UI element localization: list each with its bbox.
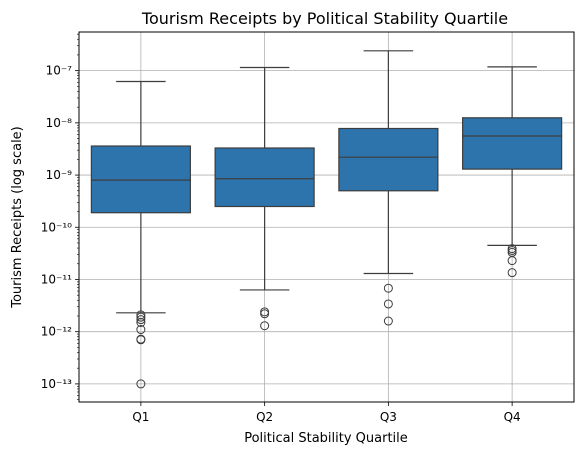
outlier-point bbox=[507, 256, 517, 266]
y-tick-label: 10⁻⁷ bbox=[46, 64, 73, 78]
outlier-point bbox=[136, 315, 146, 325]
y-tick-label: 10⁻⁹ bbox=[46, 168, 73, 182]
outlier-point bbox=[383, 316, 393, 326]
y-axis-ticks: 10⁻¹³ 10⁻¹² 10⁻¹¹ 10⁻¹⁰ 10⁻⁹ 10⁻⁸ 10⁻⁷ bbox=[41, 33, 79, 400]
box-q3 bbox=[338, 50, 439, 326]
box-q1 bbox=[90, 80, 191, 389]
y-axis-label: Tourism Receipts (log scale) bbox=[10, 126, 25, 309]
chart-title: Tourism Receipts by Political Stability … bbox=[141, 9, 508, 28]
y-tick-label: 10⁻¹⁰ bbox=[41, 220, 72, 234]
outlier-point bbox=[136, 335, 146, 345]
y-tick-label: 10⁻¹³ bbox=[41, 377, 72, 391]
outlier-point bbox=[136, 325, 146, 335]
iqr-box bbox=[338, 127, 439, 192]
outlier-point bbox=[136, 312, 146, 322]
x-tick-label: Q2 bbox=[256, 410, 273, 424]
iqr-box bbox=[462, 117, 563, 170]
outlier-point bbox=[383, 283, 393, 293]
grid bbox=[79, 32, 574, 402]
x-axis-ticks: Q1 Q2 Q3 Q4 bbox=[132, 402, 521, 424]
iqr-box bbox=[90, 145, 191, 214]
outlier-point bbox=[383, 299, 393, 309]
x-tick-label: Q4 bbox=[504, 410, 521, 424]
box-q2 bbox=[214, 66, 315, 331]
boxes bbox=[90, 50, 563, 389]
outlier-point bbox=[507, 268, 517, 278]
iqr-box bbox=[214, 147, 315, 208]
x-tick-label: Q3 bbox=[380, 410, 397, 424]
box-q4 bbox=[462, 66, 563, 278]
y-tick-label: 10⁻¹¹ bbox=[41, 272, 72, 286]
x-axis-label: Political Stability Quartile bbox=[244, 431, 408, 446]
outlier-point bbox=[136, 317, 146, 327]
plot-frame bbox=[78, 31, 575, 403]
y-tick-label: 10⁻¹² bbox=[41, 325, 72, 339]
y-tick-label: 10⁻⁸ bbox=[46, 116, 73, 130]
x-tick-label: Q1 bbox=[132, 410, 149, 424]
outlier-point bbox=[260, 309, 270, 319]
outlier-point bbox=[136, 379, 146, 389]
outlier-point bbox=[260, 321, 270, 331]
